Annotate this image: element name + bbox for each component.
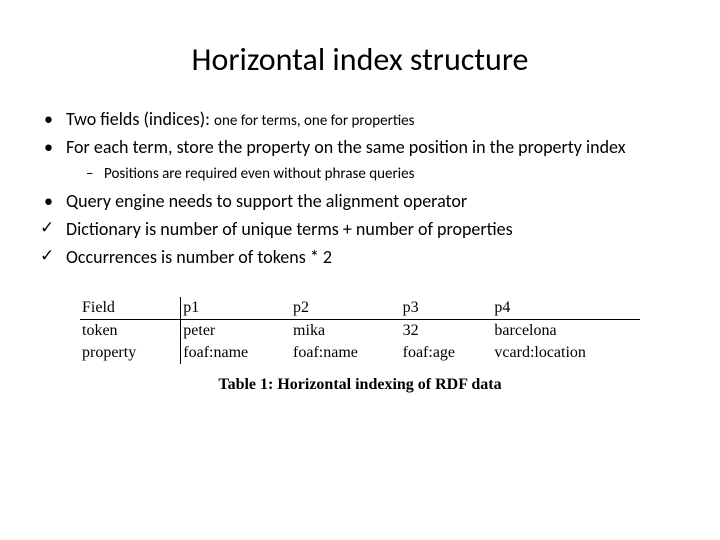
bullet-text: Two fields (indices): [66, 108, 214, 130]
bullet-subtext: one for terms, one for properties [214, 112, 414, 130]
sub-bullet-list: Positions are required even without phra… [66, 164, 690, 185]
table-row: property foaf:name foaf:name foaf:age vc… [80, 342, 640, 364]
table-cell: foaf:name [181, 342, 291, 364]
bullet-item-check: Dictionary is number of unique terms + n… [44, 217, 690, 241]
table-container: Field p1 p2 p3 p4 token peter mika 32 ba… [80, 297, 640, 394]
table-cell: token [80, 320, 181, 343]
bullet-text: For each term, store the property on the… [66, 136, 626, 158]
table-row: token peter mika 32 barcelona [80, 320, 640, 343]
table-header-cell: Field [80, 297, 181, 320]
table-cell: foaf:age [401, 342, 493, 364]
bullet-item-check: Occurrences is number of tokens * 2 [44, 245, 690, 269]
table-cell: property [80, 342, 181, 364]
table-cell: 32 [401, 320, 493, 343]
table-header-cell: p4 [492, 297, 640, 320]
bullet-item: Query engine needs to support the alignm… [44, 189, 690, 213]
bullet-item: For each term, store the property on the… [44, 135, 690, 184]
table-header-cell: p1 [181, 297, 291, 320]
table-header-row: Field p1 p2 p3 p4 [80, 297, 640, 320]
table-cell: foaf:name [291, 342, 401, 364]
table-header-cell: p2 [291, 297, 401, 320]
table-header-cell: p3 [401, 297, 493, 320]
table-cell: mika [291, 320, 401, 343]
caption-text: Table 1: Horizontal indexing of RDF data [218, 376, 501, 393]
bullet-item: Two fields (indices): one for terms, one… [44, 107, 690, 131]
sub-bullet-item: Positions are required even without phra… [86, 164, 690, 185]
index-table: Field p1 p2 p3 p4 token peter mika 32 ba… [80, 297, 640, 364]
bullet-list: Two fields (indices): one for terms, one… [30, 107, 690, 269]
table-cell: vcard:location [492, 342, 640, 364]
table-caption: Table 1: Horizontal indexing of RDF data [80, 376, 640, 394]
table-cell: barcelona [492, 320, 640, 343]
slide-title: Horizontal index structure [30, 40, 690, 79]
table-cell: peter [181, 320, 291, 343]
